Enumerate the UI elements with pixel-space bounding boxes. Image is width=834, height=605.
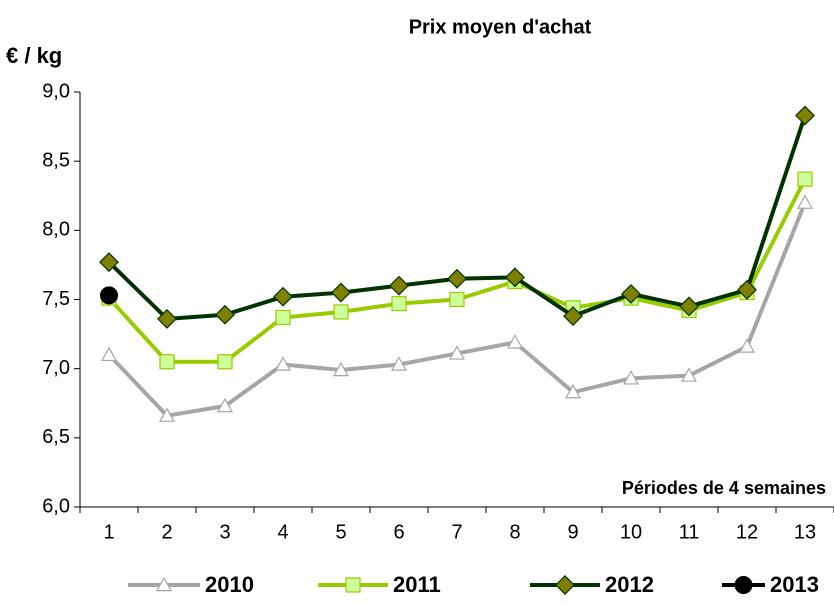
marker [100, 346, 118, 362]
marker [738, 338, 756, 353]
x-tick-label: 2 [161, 521, 172, 543]
x-tick-label: 12 [736, 521, 758, 543]
x-tick-label: 5 [335, 521, 346, 543]
x-tick-label: 1 [103, 521, 114, 543]
marker [159, 354, 175, 370]
x-tick-label: 3 [219, 521, 230, 543]
marker [217, 354, 233, 370]
marker [679, 296, 699, 317]
marker [564, 383, 582, 399]
y-tick-label: 8,5 [42, 149, 70, 171]
marker [555, 575, 575, 595]
series-line [107, 201, 807, 418]
marker [734, 575, 753, 594]
marker [216, 397, 234, 413]
marker [621, 284, 641, 304]
marker [506, 334, 524, 349]
marker [332, 361, 350, 377]
x-tick-label: 7 [451, 521, 462, 543]
y-tick-label: 8,0 [42, 219, 70, 241]
legend-label: 2010 [205, 572, 254, 597]
annotation: Périodes de 4 semaines [622, 478, 826, 498]
marker [158, 407, 176, 422]
y-tick-label: 6,0 [42, 495, 70, 517]
marker [275, 309, 291, 326]
marker [449, 291, 465, 308]
y-tick-label: 7,0 [42, 357, 70, 379]
marker [157, 308, 177, 329]
marker [331, 282, 351, 303]
y-tick-label: 9,0 [42, 80, 70, 102]
legend-label: 2013 [770, 572, 819, 597]
chart-title: Prix moyen d'achat [409, 16, 592, 38]
legend-label: 2012 [605, 572, 654, 597]
marker [795, 105, 815, 126]
marker [448, 345, 466, 360]
x-tick-label: 8 [509, 521, 520, 543]
marker [99, 252, 119, 273]
marker [505, 267, 525, 288]
marker [391, 296, 407, 312]
marker [796, 194, 814, 209]
marker [215, 304, 235, 325]
marker [389, 275, 409, 296]
marker [797, 171, 813, 187]
marker [273, 286, 293, 307]
y-axis-label: € / kg [6, 43, 62, 68]
y-tick-label: 7,5 [42, 288, 70, 310]
marker [563, 306, 583, 327]
x-tick-label: 6 [393, 521, 404, 543]
marker [99, 286, 118, 305]
marker [680, 367, 698, 382]
marker [345, 577, 361, 593]
marker [622, 370, 640, 385]
marker [737, 279, 757, 300]
x-tick-label: 4 [277, 521, 288, 543]
marker [155, 576, 173, 592]
y-tick-label: 6,5 [42, 426, 70, 448]
x-tick-label: 13 [794, 521, 816, 543]
marker [390, 356, 408, 371]
x-tick-label: 11 [679, 521, 700, 543]
marker [447, 268, 467, 289]
x-tick-label: 9 [567, 521, 578, 543]
legend-label: 2011 [393, 572, 441, 597]
marker [333, 304, 349, 320]
marker [274, 356, 292, 371]
x-tick-label: 10 [620, 521, 642, 543]
